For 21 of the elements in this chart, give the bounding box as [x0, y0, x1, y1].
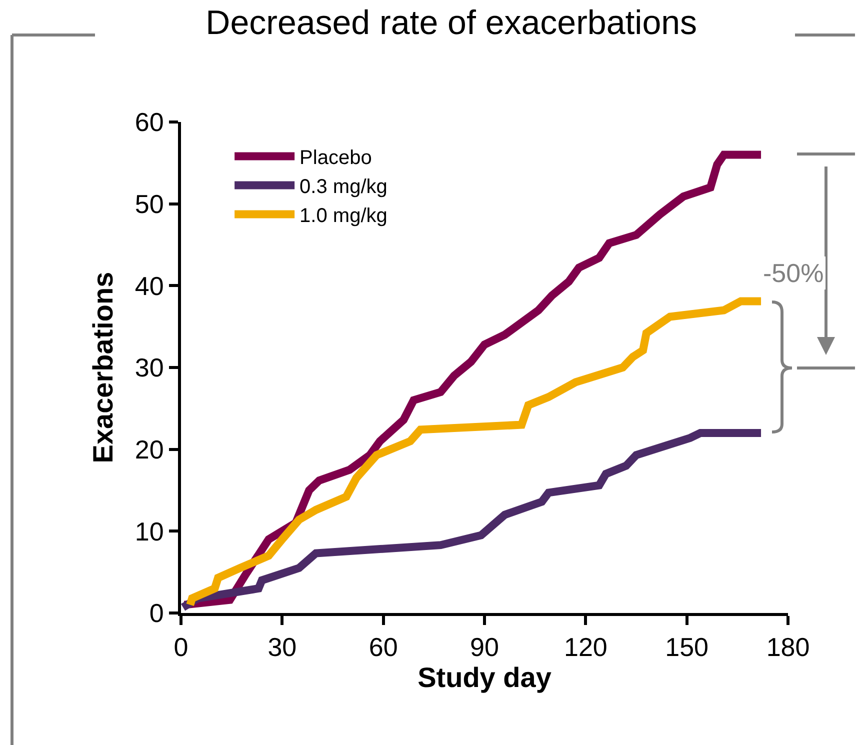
- y-tick-label: 50: [134, 188, 164, 219]
- x-tick-label: 60: [368, 632, 398, 662]
- x-axis-title: Study day: [418, 662, 552, 694]
- y-axis-title: Exacerbations: [88, 272, 119, 464]
- y-tick-label: 30: [134, 352, 164, 383]
- chart-title: Decreased rate of exacerbations: [206, 4, 698, 42]
- y-tick-label: 20: [134, 434, 164, 464]
- y-tick-label: 0: [149, 598, 164, 628]
- x-tick-label: 180: [766, 632, 810, 662]
- x-tick-label: 120: [564, 632, 608, 662]
- y-tick-label: 40: [134, 270, 164, 301]
- y-tick-label: 10: [134, 516, 164, 546]
- legend-label: 0.3 mg/kg: [300, 176, 388, 198]
- legend-label: 1.0 mg/kg: [300, 205, 388, 228]
- legend-label: Placebo: [300, 147, 372, 170]
- x-tick-label: 150: [665, 632, 709, 662]
- annotation: -50%: [763, 258, 824, 288]
- x-tick-label: 0: [174, 632, 188, 662]
- x-tick-label: 90: [470, 632, 499, 662]
- y-tick-label: 60: [134, 107, 164, 138]
- x-tick-label: 30: [268, 632, 297, 662]
